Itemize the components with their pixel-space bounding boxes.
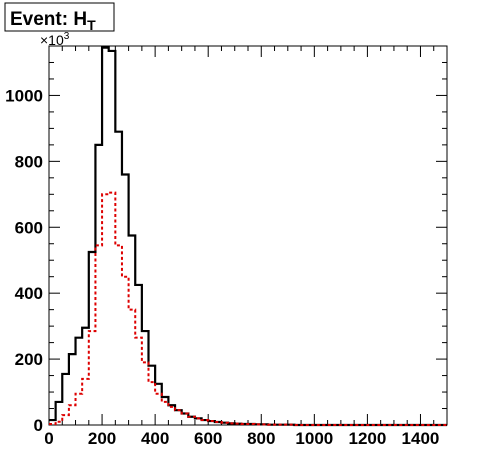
y-axis-multiplier: ×103 (40, 31, 70, 48)
plot-frame (48, 45, 448, 426)
x-tick-label: 400 (141, 429, 169, 448)
x-tick-label: 1200 (348, 429, 386, 448)
y-tick-label: 400 (15, 284, 43, 303)
histogram-series (49, 46, 447, 427)
x-tick-label: 1000 (295, 429, 333, 448)
x-tick-label: 600 (194, 429, 222, 448)
y-tick-label: 800 (15, 152, 43, 171)
title-box (4, 2, 115, 32)
chart-title: Event: HT (10, 9, 96, 33)
x-tick-label: 1400 (402, 429, 440, 448)
axis-tick-labels: 0 200 400 600 800 1000 1200 1400 0 200 400 600 800 10… (5, 86, 439, 448)
x-tick-label: 0 (44, 429, 53, 448)
x-tick-label: 200 (88, 429, 116, 448)
y-tick-label: 600 (15, 218, 43, 237)
histogram-series-black-solid (49, 46, 447, 427)
chart-title-subscript: T (87, 17, 96, 33)
axis-ticks (48, 45, 448, 426)
y-tick-label: 200 (15, 350, 43, 369)
y-tick-label: 1000 (5, 86, 43, 105)
histogram-series-red-dotted (49, 191, 447, 426)
x-tick-label: 800 (247, 429, 275, 448)
y-tick-label: 0 (34, 416, 43, 435)
